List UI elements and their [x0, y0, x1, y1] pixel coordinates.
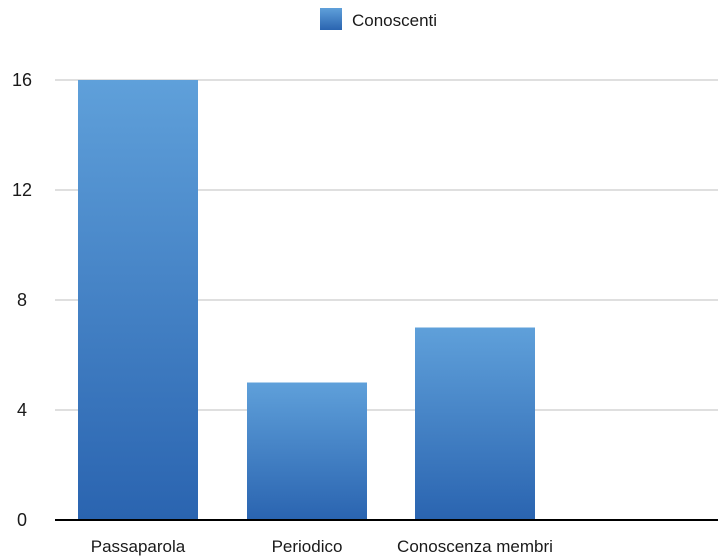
y-tick-label: 16 [12, 70, 32, 90]
x-axis-labels: Passaparola Periodico Conoscenza membri [91, 537, 553, 556]
bar-periodico [247, 382, 367, 520]
bar-passaparola [78, 80, 198, 520]
bar-conoscenza-membri [415, 327, 535, 520]
y-tick-label: 12 [12, 180, 32, 200]
y-tick-label: 4 [17, 400, 27, 420]
legend-label: Conoscenti [352, 11, 437, 30]
bars [78, 80, 535, 520]
y-tick-label: 0 [17, 510, 27, 530]
y-tick-label: 8 [17, 290, 27, 310]
legend-swatch [320, 8, 342, 30]
x-tick-label: Passaparola [91, 537, 186, 556]
x-tick-label: Periodico [272, 537, 343, 556]
legend: Conoscenti [320, 8, 437, 30]
x-tick-label: Conoscenza membri [397, 537, 553, 556]
y-axis-ticks: 0 4 8 12 16 [12, 70, 32, 530]
